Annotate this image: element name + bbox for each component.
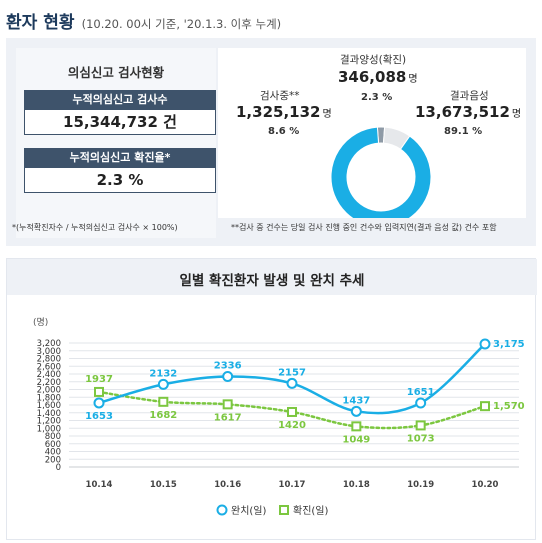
y-tick-label: 400 (45, 448, 61, 458)
donut-chart (330, 126, 432, 218)
donut-slice-negative (330, 126, 432, 218)
y-tick-label: 3,200 (37, 339, 61, 349)
trend-chart-panel: 일별 확진환자 발생 및 완치 추세 (명) 0 200 400 600 800 1,000… (6, 258, 537, 540)
legend-recovered-label: 완치(일) (231, 505, 267, 517)
recovered-point (415, 397, 427, 409)
y-tick-label: 0 (56, 463, 61, 473)
confirmed-data-label: 1682 (149, 410, 177, 421)
recovered-data-label: 1653 (85, 411, 113, 422)
confirmed-data-label: 1617 (214, 412, 242, 423)
x-tick-label: 10.15 (150, 480, 177, 490)
confirmed-data-label: 1049 (342, 434, 370, 445)
donut-slices (330, 126, 432, 218)
y-tick-label: 2,600 (37, 362, 61, 372)
recovered-data-label: 3,175 (493, 339, 525, 350)
recovered-data-label: 1437 (342, 395, 370, 406)
y-tick-label: 1,200 (37, 417, 61, 427)
positive-rate-value: 2.3 % (24, 167, 216, 193)
x-tick-label: 10.17 (279, 480, 306, 490)
positive-label: 결과양성(확진) (340, 54, 407, 66)
recovered-point (93, 397, 105, 409)
confirmed-point (415, 420, 426, 431)
y-tick-label: 600 (45, 440, 61, 450)
positive-value: 346,088 명 (338, 68, 418, 86)
positive-pct: 2.3 % (361, 92, 393, 103)
rate-footnote: *(누적확진자수 / 누적의심신고 검사수 × 100%) (12, 223, 178, 232)
negative-pct: 89.1 % (444, 126, 483, 137)
recovered-data-label: 1651 (407, 387, 435, 398)
testing-label: 검사중** (260, 90, 300, 102)
confirmed-data-label: 1420 (278, 420, 306, 431)
x-tick-label: 10.14 (86, 480, 113, 490)
test-status-heading: 의심신고 검사현황 (67, 65, 165, 80)
recovered-point (157, 378, 169, 390)
confirmed-point (94, 386, 104, 397)
y-tick-label: 200 (45, 455, 61, 465)
confirmed-point (287, 406, 297, 417)
page-subtitle: (10.20. 00시 기준, '20.1.3. 이후 누계) (81, 17, 282, 31)
page-title: 환자 현황 (6, 13, 75, 33)
y-axis-unit: (명) (33, 317, 48, 328)
y-tick-label: 800 (45, 432, 61, 442)
testing-footnote: **검사 중 건수는 당일 검사 진행 중인 건수와 입력지연(결과 음성 값)… (231, 223, 497, 232)
x-tick-label: 10.20 (472, 480, 499, 490)
y-tick-label: 1,400 (37, 409, 61, 419)
y-tick-label: 2,000 (37, 386, 61, 396)
confirmed-point (222, 399, 233, 410)
confirmed-data-label: 1,570 (493, 401, 525, 412)
x-tick-label: 10.19 (407, 480, 434, 490)
recovered-data-label: 2132 (149, 368, 177, 379)
x-tick-label: 10.16 (214, 480, 241, 490)
confirmed-point (351, 421, 362, 432)
confirmed-data-label: 1937 (85, 374, 113, 385)
negative-value: 13,673,512 명 (415, 103, 522, 121)
recovered-data-label: 2157 (278, 367, 306, 378)
line-chart: (명) 02004006008001,0001,2001,4001,6001,80… (33, 317, 525, 517)
y-tick-label: 1,600 (37, 401, 61, 411)
chart-title: 일별 확진환자 발생 및 완치 추세 (179, 273, 365, 289)
y-tick-label: 2,200 (37, 378, 61, 388)
test-status-box: 의심신고 검사현황 누적의심신고 검사수 15,344,732 건 누적의심신고… (16, 48, 216, 238)
cumulative-tests-value: 15,344,732 건 (24, 109, 216, 135)
legend-confirmed-marker (279, 505, 289, 515)
cumulative-tests-label: 누적의심신고 검사수 (24, 90, 216, 109)
confirmed-data-label: 1073 (407, 433, 435, 444)
confirmed-point (158, 396, 169, 407)
chart-heading-bar: 일별 확진환자 발생 및 완치 추세 (7, 259, 537, 295)
recovered-point (286, 377, 298, 389)
y-tick-label: 2,400 (37, 370, 61, 380)
recovered-point (479, 338, 491, 350)
test-result-donut-box: 결과양성(확진) 346,088 명 2.3 % 검사중** 1,325,132 명… (218, 48, 526, 218)
confirmed-point (480, 401, 490, 412)
negative-label: 결과음성 (450, 90, 489, 102)
page-header: 환자 현황 (10.20. 00시 기준, '20.1.3. 이후 누계) (6, 8, 282, 33)
testing-value: 1,325,132 명 (236, 103, 332, 121)
testing-pct: 8.6 % (268, 126, 300, 137)
y-tick-label: 1,000 (37, 424, 61, 434)
legend-confirmed-label: 확진(일) (293, 505, 329, 517)
recovered-point (222, 370, 234, 382)
y-tick-label: 2,800 (37, 355, 61, 365)
legend-recovered-marker (216, 504, 228, 516)
recovered-data-label: 2336 (214, 360, 242, 371)
y-tick-label: 1,800 (37, 393, 61, 403)
x-tick-label: 10.18 (343, 480, 370, 490)
recovered-point (350, 405, 362, 417)
y-tick-label: 3,000 (37, 347, 61, 357)
summary-panel: 의심신고 검사현황 누적의심신고 검사수 15,344,732 건 누적의심신고… (6, 38, 536, 246)
positive-rate-label: 누적의심신고 확진율* (24, 148, 216, 167)
